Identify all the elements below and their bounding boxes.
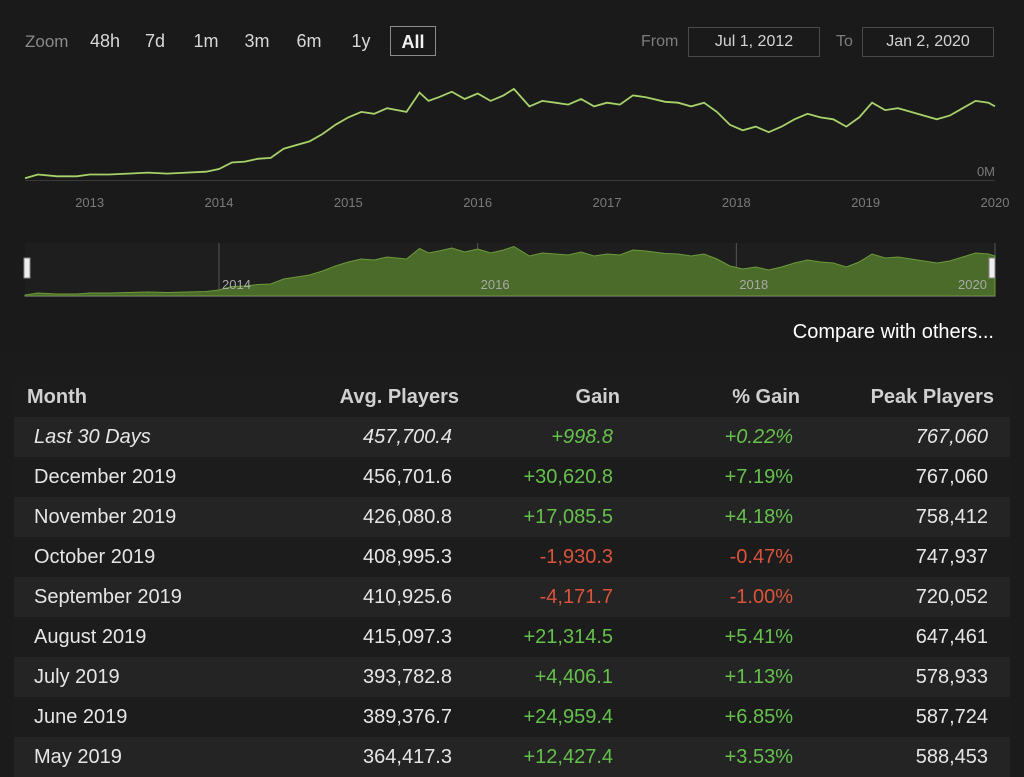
row-gain: +4,406.1: [534, 666, 613, 688]
row-avg-players: 457,700.4: [363, 426, 452, 448]
row-avg-players: 389,376.7: [363, 706, 452, 728]
row-gain: -4,171.7: [539, 586, 613, 608]
players-chart: 0M 2013 2014 2015 2016 2017 2018 2019 2020 2014…: [23, 87, 1009, 297]
table-row: December 2019 456,701.6 +30,620.8 +7.19% 767…: [14, 457, 1010, 497]
table-header-row: Month Avg. Players Gain % Gain Peak Play…: [14, 377, 1010, 417]
x-tick-label: 2013: [75, 195, 104, 210]
row-gain: +21,314.5: [523, 626, 613, 648]
header-month[interactable]: Month: [27, 386, 87, 408]
row-avg-players: 364,417.3: [363, 746, 452, 768]
row-avg-players: 393,782.8: [363, 666, 452, 688]
row-peak-players: 767,060: [915, 426, 988, 448]
row-peak-players: 747,937: [915, 546, 988, 568]
table-row: July 2019 393,782.8 +4,406.1 +1.13% 578,933: [14, 657, 1010, 697]
table-row: June 2019 389,376.7 +24,959.4 +6.85% 587,724: [14, 697, 1010, 737]
navigator-area: [24, 245, 996, 297]
row-percent-gain: +4.18%: [724, 506, 793, 528]
row-avg-players: 410,925.6: [363, 586, 452, 608]
row-percent-gain: -1.00%: [729, 586, 793, 608]
zoom-all-button[interactable]: All: [390, 26, 436, 56]
row-peak-players: 758,412: [915, 506, 988, 528]
x-tick-label: 2018: [722, 195, 751, 210]
row-gain: -1,930.3: [539, 546, 613, 568]
zoom-3m-button[interactable]: 3m: [244, 31, 270, 51]
zoom-1y-button[interactable]: 1y: [351, 31, 371, 51]
monthly-stats-table: Month Avg. Players Gain % Gain Peak Play…: [14, 377, 1010, 777]
row-gain: +998.8: [551, 426, 613, 448]
navigator-left-handle[interactable]: [23, 257, 31, 279]
x-tick-label: 2020: [981, 195, 1010, 210]
row-gain: +24,959.4: [523, 706, 613, 728]
x-tick-label: 2016: [463, 195, 492, 210]
row-percent-gain: +0.22%: [724, 426, 793, 448]
zoom-1m-button[interactable]: 1m: [193, 31, 219, 51]
row-percent-gain: +6.85%: [724, 706, 793, 728]
to-date-input[interactable]: [862, 27, 994, 57]
x-tick-label: 2017: [593, 195, 622, 210]
row-month: May 2019: [34, 746, 122, 768]
x-tick-label: 2019: [851, 195, 880, 210]
zoom-6m-button[interactable]: 6m: [296, 31, 322, 51]
header-peak-players[interactable]: Peak Players: [870, 386, 994, 408]
header-avg-players[interactable]: Avg. Players: [339, 386, 459, 408]
x-tick-label: 2014: [205, 195, 234, 210]
table-row: May 2019 364,417.3 +12,427.4 +3.53% 588,453: [14, 737, 1010, 777]
row-peak-players: 720,052: [915, 586, 988, 608]
navigator-right-handle[interactable]: [988, 257, 996, 279]
row-percent-gain: -0.47%: [729, 546, 793, 568]
navigator-tick-label: 2020: [958, 277, 987, 292]
row-peak-players: 587,724: [915, 706, 988, 728]
row-month: December 2019: [34, 466, 177, 488]
zoom-48h-button[interactable]: 48h: [89, 31, 121, 51]
table-row: October 2019 408,995.3 -1,930.3 -0.47% 747,9…: [14, 537, 1010, 577]
table-row: November 2019 426,080.8 +17,085.5 +4.18% 758…: [14, 497, 1010, 537]
navigator-tick-label: 2014: [222, 277, 251, 292]
x-axis-ticks: 2013 2014 2015 2016 2017 2018 2019 2020: [75, 195, 1009, 210]
row-percent-gain: +7.19%: [724, 466, 793, 488]
row-avg-players: 456,701.6: [363, 466, 452, 488]
row-month: Last 30 Days: [34, 426, 151, 448]
row-month: September 2019: [34, 586, 182, 608]
header-gain[interactable]: Gain: [575, 386, 620, 408]
navigator-ticks: 2014 2016 2018 2020: [222, 277, 987, 292]
row-peak-players: 647,461: [915, 626, 988, 648]
zoom-label: Zoom: [25, 32, 69, 51]
from-label: From: [641, 33, 679, 50]
table-row: Last 30 Days 457,700.4 +998.8 +0.22% 767,060: [14, 417, 1010, 457]
x-tick-label: 2015: [334, 195, 363, 210]
row-month: October 2019: [34, 546, 156, 568]
row-peak-players: 588,453: [915, 746, 988, 768]
player-count-line: [24, 87, 996, 180]
row-peak-players: 767,060: [915, 466, 988, 488]
row-month: November 2019: [34, 506, 177, 528]
row-gain: +30,620.8: [523, 466, 613, 488]
row-month: June 2019: [34, 706, 128, 728]
header-percent-gain[interactable]: % Gain: [732, 386, 800, 408]
to-label: To: [836, 33, 853, 50]
row-peak-players: 578,933: [915, 666, 988, 688]
row-percent-gain: +5.41%: [724, 626, 793, 648]
row-avg-players: 415,097.3: [363, 626, 452, 648]
row-gain: +17,085.5: [523, 506, 613, 528]
table-row: August 2019 415,097.3 +21,314.5 +5.41% 647,4…: [14, 617, 1010, 657]
chart-toolbar: Zoom 48h 7d 1m 3m 6m 1y All From To: [0, 24, 1024, 60]
row-month: July 2019: [34, 666, 120, 688]
row-avg-players: 426,080.8: [363, 506, 452, 528]
table-row: September 2019 410,925.6 -4,171.7 -1.00% 720…: [14, 577, 1010, 617]
row-gain: +12,427.4: [523, 746, 613, 768]
zoom-7d-button[interactable]: 7d: [144, 31, 166, 51]
chart-panel: Zoom 48h 7d 1m 3m 6m 1y All From To 0M 2…: [0, 0, 1024, 352]
navigator-tick-label: 2018: [739, 277, 768, 292]
navigator-tick-label: 2016: [481, 277, 510, 292]
compare-with-others-link[interactable]: Compare with others...: [792, 321, 994, 343]
row-percent-gain: +1.13%: [724, 666, 793, 688]
row-avg-players: 408,995.3: [363, 546, 452, 568]
row-percent-gain: +3.53%: [724, 746, 793, 768]
y-axis-label: 0M: [977, 164, 995, 179]
row-month: August 2019: [34, 626, 147, 648]
from-date-input[interactable]: [688, 27, 820, 57]
